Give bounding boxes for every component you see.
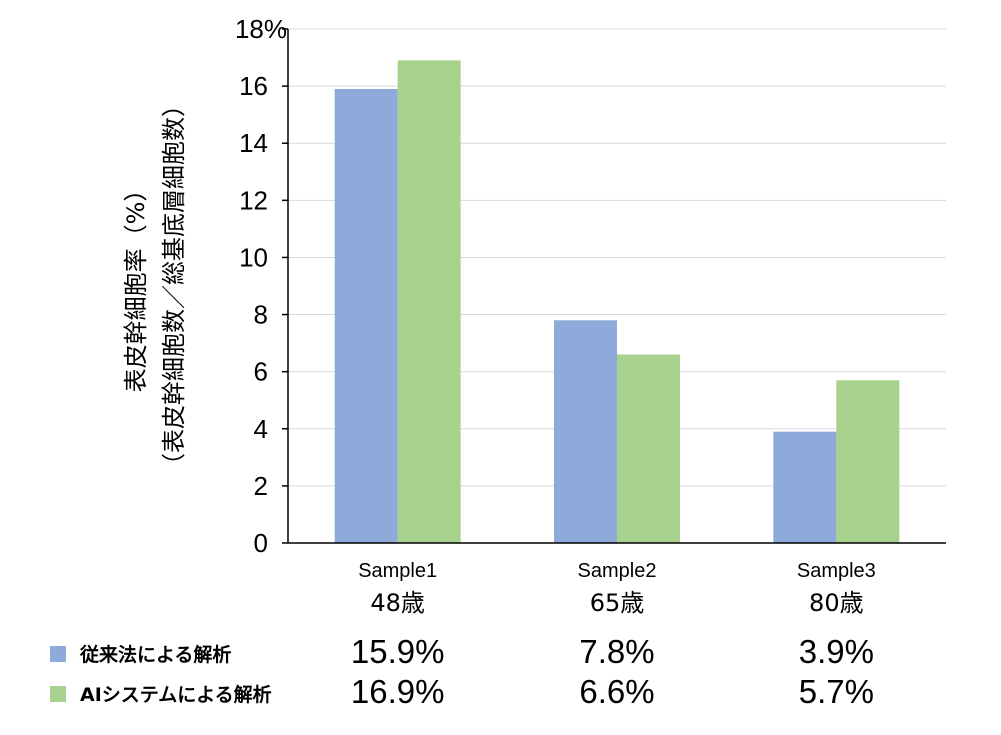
value-label: 7.8%: [579, 633, 655, 670]
x-category-label: Sample3 80歳: [736, 560, 936, 618]
y-axis-label-line2: （表皮幹細胞数／総基底層細胞数）: [160, 93, 188, 477]
y-tick-label: 16: [239, 71, 268, 101]
bar-sample2-series1: [554, 320, 617, 543]
bar-sample2-series2: [617, 354, 680, 543]
y-tick-label: 8: [254, 300, 268, 330]
legend-label: 従来法による解析: [80, 644, 232, 666]
y-tick-label: 6: [254, 357, 268, 387]
bar-sample1-series2: [397, 60, 461, 544]
y-tick-label: 18%: [235, 14, 287, 44]
value-label: 16.9%: [350, 673, 445, 710]
y-tick-label: 2: [254, 471, 268, 501]
value-label: 3.9%: [798, 633, 874, 670]
y-tick-label: 10: [239, 242, 268, 272]
category-age: 80歳: [809, 589, 864, 617]
bar-sample3-series2: [836, 380, 900, 543]
x-category-label: Sample2 65歳: [517, 560, 717, 618]
category-name: Sample1: [358, 560, 438, 582]
y-tick-label: 14: [239, 128, 268, 158]
legend-item: 従来法による解析: [50, 640, 231, 667]
x-category-label: Sample1 48歳: [298, 560, 498, 618]
category-age: 65歳: [589, 589, 645, 617]
legend-swatch: [50, 645, 66, 662]
value-label: 5.7%: [798, 673, 874, 710]
legend-item: AIシステムによる解析: [50, 680, 272, 707]
legend-label: AIシステムによる解析: [80, 684, 272, 706]
category-name: Sample2: [577, 560, 657, 582]
bar-sample1-series1: [334, 88, 398, 543]
category-age: 48歳: [370, 589, 425, 617]
value-label: 15.9%: [350, 633, 445, 670]
y-axis-label: 表皮幹細胞率（%） （表皮幹細胞数／総基底層細胞数）: [117, 93, 193, 477]
value-label: 6.6%: [579, 673, 655, 710]
y-tick-label: 4: [254, 414, 268, 444]
y-axis-label-line1: 表皮幹細胞率（%）: [122, 177, 150, 393]
bar-sample3-series1: [773, 431, 837, 543]
y-tick-label: 0: [254, 528, 268, 558]
category-name: Sample3: [796, 560, 876, 582]
y-tick-label: 12: [239, 185, 268, 215]
legend-swatch: [50, 685, 66, 702]
